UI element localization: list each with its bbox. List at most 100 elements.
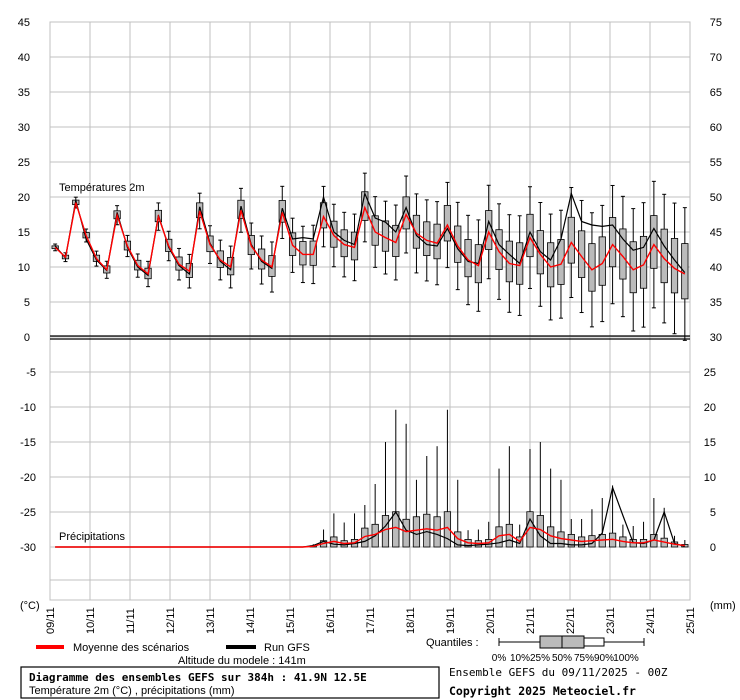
- date-tick: 10/11: [85, 607, 97, 634]
- quantile-legend-glyph: [498, 635, 645, 649]
- quantile-tick: 10%: [510, 653, 530, 664]
- temp-box: [578, 230, 586, 278]
- temp-box: [51, 245, 59, 250]
- temperature-section-label: Températures 2m: [59, 182, 145, 194]
- y-tick-left: 5: [24, 297, 30, 309]
- temp-box: [412, 214, 421, 249]
- y-tick-left: 0: [24, 332, 30, 344]
- precipitation-section-label: Précipitations: [59, 531, 126, 543]
- y-tick-right: 55: [710, 157, 722, 169]
- temp-box: [505, 240, 513, 283]
- y-tick-right-precip: 0: [710, 542, 716, 554]
- date-tick: 24/11: [645, 607, 657, 634]
- y-tick-right: 60: [710, 122, 722, 134]
- title-line-1: Diagramme des ensembles GEFS sur 384h : …: [29, 671, 367, 684]
- y-tick-right-precip: 20: [704, 402, 716, 414]
- temp-box: [660, 228, 668, 284]
- ensemble-text: Ensemble GEFS du 09/11/2025 - 00Z: [449, 666, 668, 679]
- y-tick-left: 45: [18, 17, 30, 29]
- series-lines: [54, 191, 686, 548]
- title-box: [20, 666, 440, 699]
- y-tick-left: 20: [18, 192, 30, 204]
- precip-box: [402, 518, 410, 548]
- date-tick: 22/11: [565, 607, 577, 634]
- y-tick-left-precip: -10: [20, 402, 36, 414]
- quantile-tick: 100%: [613, 653, 639, 664]
- y-tick-left: 15: [18, 227, 30, 239]
- date-tick: 20/11: [485, 607, 497, 634]
- y-tick-left: 40: [18, 52, 30, 64]
- date-tick: 25/11: [685, 607, 697, 634]
- y-tick-left: 35: [18, 87, 30, 99]
- y-tick-right: 40: [710, 262, 722, 274]
- temp-box: [443, 205, 452, 242]
- quantile-tick-labels: 0% 10% 25% 50% 75% 90% 100%: [492, 653, 639, 664]
- temp-box: [681, 243, 689, 300]
- quantile-tick: 90%: [594, 653, 614, 664]
- quantiles-label: Quantiles :: [426, 637, 479, 649]
- precip-box: [423, 513, 431, 548]
- precip-box: [433, 516, 441, 548]
- quantile-tick: 50%: [552, 653, 572, 664]
- y-tick-right: 50: [710, 192, 722, 204]
- temp-box: [299, 241, 307, 266]
- y-tick-left-precip: -25: [20, 507, 36, 519]
- precip-box: [495, 526, 503, 548]
- y-tick-right: 75: [710, 17, 722, 29]
- temp-box: [526, 213, 534, 258]
- temp-box: [340, 229, 348, 258]
- date-tick: 14/11: [245, 607, 257, 634]
- y-tick-right-precip: 25: [704, 367, 716, 379]
- legend-mean-label: Moyenne des scénarios: [73, 642, 190, 654]
- date-tick: 19/11: [445, 607, 457, 634]
- date-tick: 13/11: [205, 607, 217, 634]
- temp-box: [629, 241, 637, 294]
- temp-box: [639, 235, 648, 289]
- temp-box: [547, 242, 555, 288]
- temp-box: [454, 225, 462, 263]
- y-tick-right: 70: [710, 52, 722, 64]
- y-tick-left-precip: -30: [20, 542, 36, 554]
- x-unit-left: (°C): [20, 600, 40, 612]
- precip-mean-line: [55, 526, 685, 548]
- precip-box: [412, 516, 421, 548]
- temp-box: [650, 215, 658, 269]
- precip-box: [505, 523, 513, 548]
- title-line-2: Température 2m (°C) , précipitations (mm…: [29, 685, 235, 697]
- temp-box: [619, 228, 627, 280]
- temp-mean-line: [54, 202, 686, 276]
- y-tick-left: 30: [18, 122, 30, 134]
- altitude-text: Altitude du modele : 141m: [178, 655, 306, 667]
- quantile-tick: 0%: [492, 653, 507, 664]
- y-tick-right: 30: [710, 332, 722, 344]
- y-tick-left: 10: [18, 262, 30, 274]
- y-tick-right-precip: 10: [704, 472, 716, 484]
- grid: [49, 21, 691, 601]
- temp-box: [495, 229, 503, 270]
- quantile-tick: 75%: [574, 653, 594, 664]
- copyright-text: Copyright 2025 Meteociel.fr: [449, 684, 636, 698]
- y-tick-right-precip: 15: [704, 437, 716, 449]
- date-tick: 11/11: [125, 608, 137, 634]
- date-tick: 21/11: [525, 607, 537, 634]
- precip-box: [443, 511, 452, 548]
- temp-box: [567, 216, 575, 264]
- date-tick: 18/11: [405, 607, 417, 634]
- y-tick-right: 65: [710, 87, 722, 99]
- date-tick: 15/11: [285, 607, 297, 634]
- legend-run-label: Run GFS: [264, 642, 310, 654]
- precip-box: [526, 511, 534, 548]
- date-tick: 17/11: [365, 607, 377, 634]
- precipitation-boxes: [309, 409, 689, 548]
- y-tick-right-precip: 5: [710, 507, 716, 519]
- temp-box: [608, 217, 617, 268]
- y-tick-left: 25: [18, 157, 30, 169]
- precip-box: [361, 527, 369, 548]
- y-tick-left-precip: -15: [20, 437, 36, 449]
- temp-box: [557, 239, 565, 285]
- temp-box: [598, 236, 606, 286]
- y-tick-right: 35: [710, 297, 722, 309]
- date-tick: 16/11: [325, 607, 337, 634]
